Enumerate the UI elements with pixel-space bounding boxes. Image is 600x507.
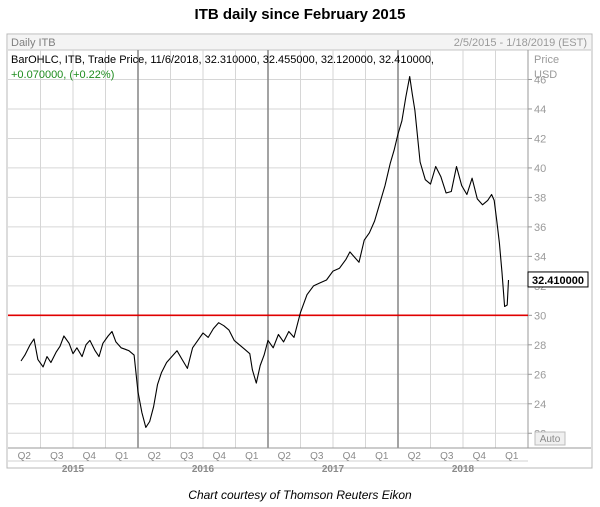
ytick-label-44: 44 bbox=[534, 104, 546, 116]
date-range-label: 2/5/2015 - 1/18/2019 (EST) bbox=[454, 37, 587, 49]
auto-scale-label: Auto bbox=[540, 434, 561, 445]
chart-title: ITB daily since February 2015 bbox=[194, 6, 406, 23]
xtick-label-2: Q4 bbox=[83, 451, 97, 462]
year-label-2015: 2015 bbox=[62, 464, 85, 475]
chart-caption: Chart courtesy of Thomson Reuters Eikon bbox=[188, 488, 412, 502]
auto-scale-button[interactable] bbox=[534, 431, 566, 446]
ytick-label-40: 40 bbox=[534, 163, 546, 175]
xtick-label-7: Q1 bbox=[245, 451, 259, 462]
ytick-label-46: 46 bbox=[534, 74, 546, 86]
chart: Daily ITB 2/5/2015 - 1/18/2019 (EST) 222… bbox=[6, 33, 593, 475]
x-axis-ticks: Q2 Q3 Q4 Q1 Q2 Q3 Q4 Q1 Q2 Q3 Q4 Q1 Q2 Q3 Q4 Q1 bbox=[18, 451, 519, 462]
xtick-label-1: Q3 bbox=[50, 451, 64, 462]
ytick-label-26: 26 bbox=[534, 369, 546, 381]
chart-header-bar bbox=[8, 35, 591, 50]
xtick-label-0: Q2 bbox=[18, 451, 32, 462]
chart-frame bbox=[6, 33, 593, 469]
xtick-label-10: Q4 bbox=[343, 451, 357, 462]
ylabel-price: Price bbox=[534, 54, 559, 66]
panel-name: Daily ITB bbox=[11, 37, 56, 49]
year-label-2016: 2016 bbox=[192, 464, 215, 475]
xtick-label-8: Q2 bbox=[278, 451, 292, 462]
xtick-label-9: Q3 bbox=[310, 451, 324, 462]
ytick-label-34: 34 bbox=[534, 251, 546, 263]
xtick-label-5: Q3 bbox=[180, 451, 194, 462]
grid-layer bbox=[8, 50, 528, 448]
xtick-label-4: Q2 bbox=[148, 451, 162, 462]
ytick-label-42: 42 bbox=[534, 133, 546, 145]
xtick-label-15: Q1 bbox=[505, 451, 519, 462]
x-axis-years: 2015 2016 2017 2018 bbox=[62, 464, 475, 475]
change-text: +0.070000, (+0.22%) bbox=[11, 69, 114, 81]
xtick-label-13: Q3 bbox=[440, 451, 454, 462]
xtick-label-6: Q4 bbox=[213, 451, 227, 462]
xtick-label-11: Q1 bbox=[375, 451, 389, 462]
ytick-label-30: 30 bbox=[534, 310, 546, 322]
xtick-label-3: Q1 bbox=[115, 451, 129, 462]
ytick-label-24: 24 bbox=[534, 399, 546, 411]
last-price-box bbox=[527, 271, 589, 288]
ytick-label-28: 28 bbox=[534, 340, 546, 352]
info-line: BarOHLC, ITB, Trade Price, 11/6/2018, 32… bbox=[11, 54, 434, 66]
xtick-label-12: Q2 bbox=[408, 451, 422, 462]
ylabel-unit: USD bbox=[534, 69, 557, 81]
last-price-flag: 32.410000 bbox=[527, 271, 589, 288]
last-price-label: 32.410000 bbox=[532, 275, 584, 287]
year-label-2017: 2017 bbox=[322, 464, 345, 475]
year-label-2018: 2018 bbox=[452, 464, 475, 475]
price-series-line bbox=[20, 75, 510, 428]
xtick-label-14: Q4 bbox=[473, 451, 487, 462]
ytick-label-38: 38 bbox=[534, 192, 546, 204]
ytick-label-36: 36 bbox=[534, 222, 546, 234]
